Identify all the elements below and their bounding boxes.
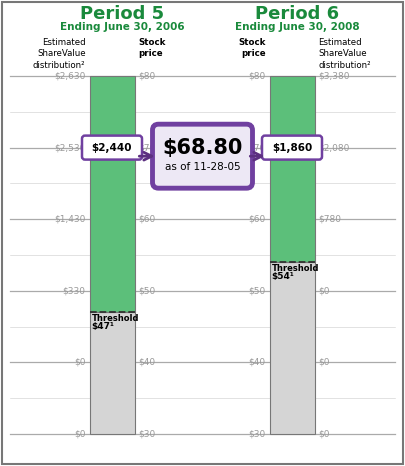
Text: $2,530: $2,530	[54, 143, 85, 152]
Bar	[90, 76, 134, 312]
Text: Period 6: Period 6	[255, 5, 339, 23]
Text: $2,440: $2,440	[92, 143, 132, 152]
Text: $2,080: $2,080	[318, 143, 350, 152]
Text: $60: $60	[248, 215, 266, 224]
Text: $0: $0	[74, 430, 85, 439]
Text: $40: $40	[248, 358, 266, 367]
Text: $80: $80	[248, 71, 266, 81]
Text: $70: $70	[139, 143, 156, 152]
Text: $80: $80	[139, 71, 156, 81]
Text: $60: $60	[139, 215, 156, 224]
FancyBboxPatch shape	[262, 136, 322, 159]
Text: $40: $40	[139, 358, 156, 367]
Text: $3,380: $3,380	[318, 71, 350, 81]
Text: $0: $0	[318, 286, 330, 295]
Text: $54¹: $54¹	[271, 272, 294, 281]
Text: Estimated
ShareValue
distribution²: Estimated ShareValue distribution²	[33, 38, 85, 70]
Bar	[269, 76, 315, 262]
Bar	[269, 262, 315, 434]
Text: Ending June 30, 2008: Ending June 30, 2008	[234, 22, 359, 32]
Text: Ending June 30, 2006: Ending June 30, 2006	[60, 22, 184, 32]
FancyBboxPatch shape	[153, 124, 252, 188]
Text: $70: $70	[248, 143, 266, 152]
Text: $1,430: $1,430	[54, 215, 85, 224]
Text: $47¹: $47¹	[92, 322, 114, 331]
Text: $2,630: $2,630	[54, 71, 85, 81]
Text: $50: $50	[248, 286, 266, 295]
Text: Stock
price: Stock price	[238, 38, 266, 58]
Text: $0: $0	[318, 430, 330, 439]
Text: $780: $780	[318, 215, 341, 224]
Text: $0: $0	[74, 358, 85, 367]
Text: Threshold: Threshold	[92, 314, 139, 323]
Bar	[90, 312, 134, 434]
Text: $68.80: $68.80	[162, 138, 243, 158]
Text: Estimated
ShareValue
distribution²: Estimated ShareValue distribution²	[318, 38, 371, 70]
Text: $50: $50	[139, 286, 156, 295]
FancyBboxPatch shape	[82, 136, 142, 159]
Text: Stock
price: Stock price	[139, 38, 166, 58]
Text: $1,860: $1,860	[272, 143, 312, 152]
Text: Threshold: Threshold	[271, 264, 319, 273]
Text: $330: $330	[62, 286, 85, 295]
Text: Period 5: Period 5	[80, 5, 164, 23]
Text: $30: $30	[139, 430, 156, 439]
Text: as of 11-28-05: as of 11-28-05	[165, 162, 240, 172]
Text: $0: $0	[318, 358, 330, 367]
Text: $30: $30	[248, 430, 266, 439]
